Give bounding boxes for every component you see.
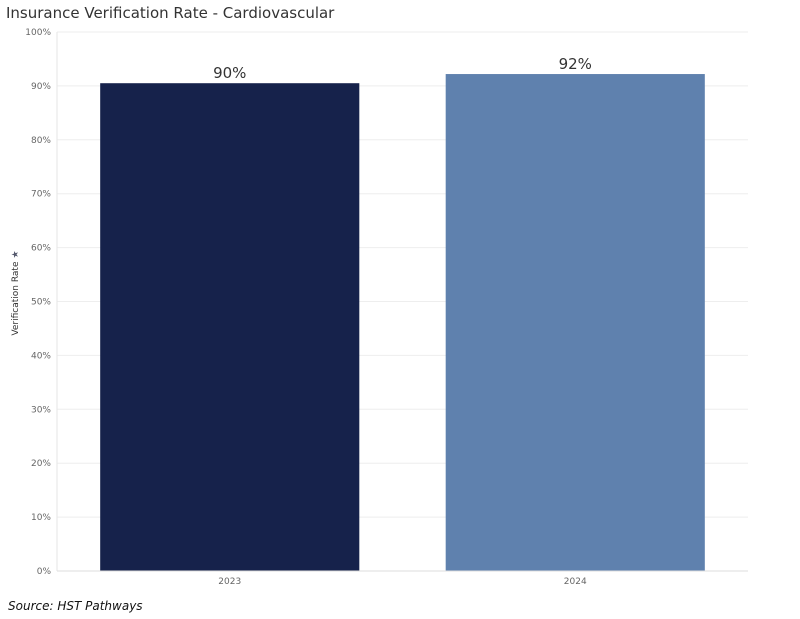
data-label-2023: 90% <box>213 64 246 82</box>
y-tick-label: 90% <box>31 82 51 92</box>
bar-2023[interactable] <box>100 83 360 571</box>
y-tick-label: 100% <box>25 28 51 38</box>
y-tick-label: 40% <box>31 351 51 361</box>
y-tick-label: 50% <box>31 298 51 308</box>
x-tick-label: 2024 <box>564 577 587 587</box>
y-tick-label: 20% <box>31 459 51 469</box>
y-tick-label: 0% <box>37 567 52 577</box>
source-note: Source: HST Pathways <box>8 599 143 613</box>
x-tick-label: 2023 <box>218 577 241 587</box>
y-tick-label: 60% <box>31 244 51 254</box>
y-tick-label: 30% <box>31 405 51 415</box>
y-tick-label: 10% <box>31 513 51 523</box>
data-label-2024: 92% <box>559 55 592 73</box>
chart-title: Insurance Verification Rate - Cardiovasc… <box>6 4 335 22</box>
bar-2024[interactable] <box>445 74 705 572</box>
y-tick-label: 70% <box>31 190 51 200</box>
y-tick-label: 80% <box>31 136 51 146</box>
